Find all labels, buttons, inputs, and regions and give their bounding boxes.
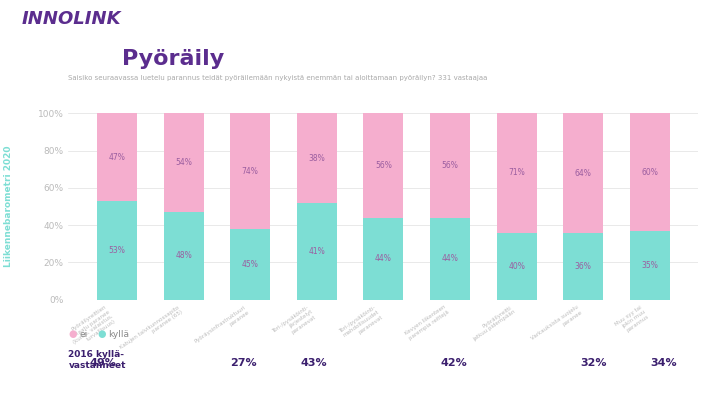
- Text: 36%: 36%: [575, 262, 592, 271]
- Bar: [430, 218, 470, 300]
- Text: 41%: 41%: [308, 247, 325, 256]
- Text: 74%: 74%: [242, 167, 258, 176]
- Text: ●: ●: [97, 329, 106, 339]
- Text: 42%: 42%: [440, 358, 467, 369]
- Bar: [297, 203, 337, 300]
- Bar: [230, 229, 270, 300]
- Text: 44%: 44%: [441, 254, 459, 263]
- Text: 15: 15: [10, 392, 26, 402]
- Text: 32%: 32%: [580, 358, 607, 369]
- Bar: [630, 231, 670, 300]
- Text: 48%: 48%: [175, 252, 192, 260]
- Text: 34%: 34%: [650, 358, 677, 369]
- Text: 64%: 64%: [575, 168, 592, 177]
- Text: 40%: 40%: [508, 262, 525, 271]
- Text: 45%: 45%: [242, 260, 258, 269]
- Bar: [630, 113, 670, 231]
- Text: kyllä: kyllä: [108, 330, 129, 339]
- Text: 27%: 27%: [230, 358, 257, 369]
- Bar: [364, 113, 403, 218]
- Bar: [364, 218, 403, 300]
- Text: Saisiko seuraavassa luetelu parannus teidät pyöräilemään nykyistä enemmän tai al: Saisiko seuraavassa luetelu parannus tei…: [68, 75, 487, 81]
- Bar: [230, 113, 270, 229]
- Text: 35%: 35%: [642, 261, 658, 270]
- Bar: [563, 113, 603, 232]
- Text: ●: ●: [68, 329, 77, 339]
- Text: 49%: 49%: [90, 358, 117, 369]
- Text: INNOLINK: INNOLINK: [22, 10, 121, 28]
- Text: 44%: 44%: [375, 254, 392, 263]
- Bar: [497, 232, 536, 300]
- Bar: [563, 232, 603, 300]
- Bar: [497, 113, 536, 232]
- Bar: [297, 113, 337, 203]
- Text: 53%: 53%: [109, 246, 125, 255]
- Text: 60%: 60%: [642, 168, 658, 177]
- Text: 2016 kyllä-
vastanneet: 2016 kyllä- vastanneet: [68, 350, 126, 370]
- Text: 54%: 54%: [175, 158, 192, 167]
- Text: 56%: 56%: [441, 161, 459, 170]
- Text: 43%: 43%: [300, 358, 327, 369]
- Text: 71%: 71%: [508, 168, 525, 177]
- Bar: [163, 212, 204, 300]
- Text: 56%: 56%: [375, 161, 392, 170]
- Bar: [97, 113, 137, 201]
- Bar: [163, 113, 204, 212]
- Text: Liikennebarometri 2020: Liikennebarometri 2020: [4, 146, 13, 267]
- Text: 47%: 47%: [109, 153, 125, 162]
- Text: 38%: 38%: [308, 154, 325, 163]
- Text: ei: ei: [79, 330, 87, 339]
- Bar: [430, 113, 470, 218]
- Text: Pyöräily: Pyöräily: [122, 49, 225, 68]
- Bar: [97, 201, 137, 300]
